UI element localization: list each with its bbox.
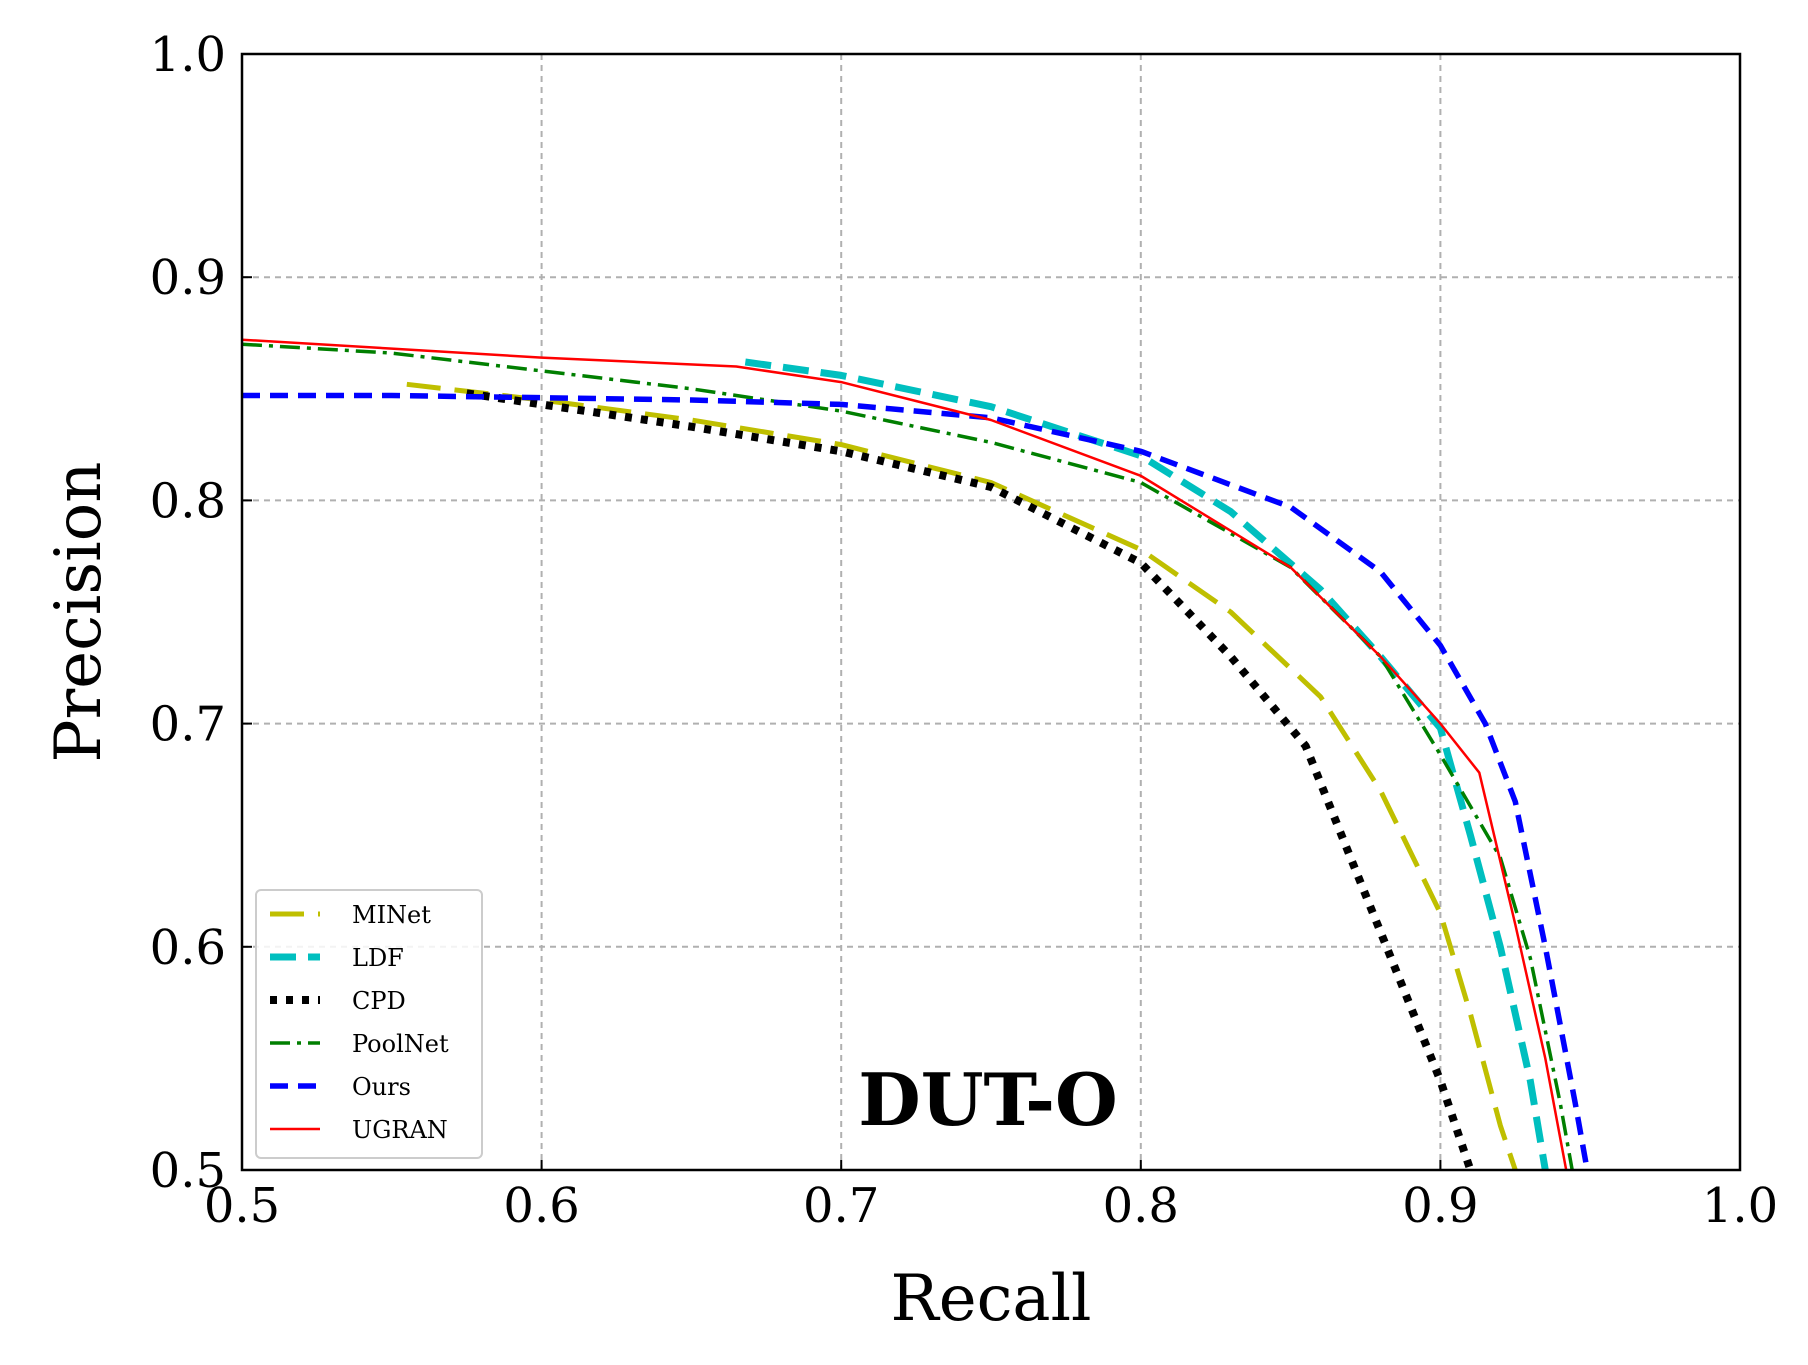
x-axis-title: Recall <box>891 1262 1092 1336</box>
plot-area-frame <box>240 52 1742 1172</box>
series-line-ldf <box>744 358 1549 1170</box>
series-line-cpd <box>466 389 1475 1170</box>
y-tick-label: 0.5 <box>150 1143 226 1199</box>
series-curves <box>242 338 1590 1170</box>
y-tick-label: 1.0 <box>150 27 226 83</box>
x-tick-label: 0.5 <box>204 1178 280 1234</box>
y-tick-label: 0.9 <box>150 250 226 306</box>
legend-label-cpd: CPD <box>352 987 406 1015</box>
y-tick-label: 0.8 <box>150 473 226 529</box>
legend-label-minet: MINet <box>352 901 431 929</box>
series-line-ours <box>242 392 1590 1170</box>
y-axis-title: Precision <box>42 462 116 763</box>
series-line-minet <box>406 381 1518 1170</box>
x-tick-label: 0.6 <box>503 1178 579 1234</box>
x-tick-label: 0.9 <box>1402 1178 1478 1234</box>
legend-label-ours: Ours <box>352 1073 411 1101</box>
dataset-annotation: DUT-O <box>858 1057 1118 1142</box>
y-tick-label: 0.7 <box>150 697 226 753</box>
x-tick-label: 0.8 <box>1103 1178 1179 1234</box>
grid-lines <box>242 54 1740 1170</box>
legend-label-ldf: LDF <box>352 944 404 972</box>
x-tick-label: 1.0 <box>1702 1178 1778 1234</box>
legend: MINet LDF CPD PoolNet Ours UGRAN <box>255 889 483 1159</box>
y-tick-label: 0.6 <box>150 920 226 976</box>
x-tick-label: 0.7 <box>803 1178 879 1234</box>
legend-label-ugran: UGRAN <box>352 1116 448 1144</box>
axis-ticks: 0.5 0.6 0.7 0.8 0.9 1.0 0.5 0.6 0.7 0.8 0.9 1.0 <box>150 27 1779 1234</box>
series-line-ugran <box>242 338 1568 1170</box>
series-line-poolnet <box>242 342 1574 1170</box>
legend-label-poolnet: PoolNet <box>352 1030 449 1058</box>
